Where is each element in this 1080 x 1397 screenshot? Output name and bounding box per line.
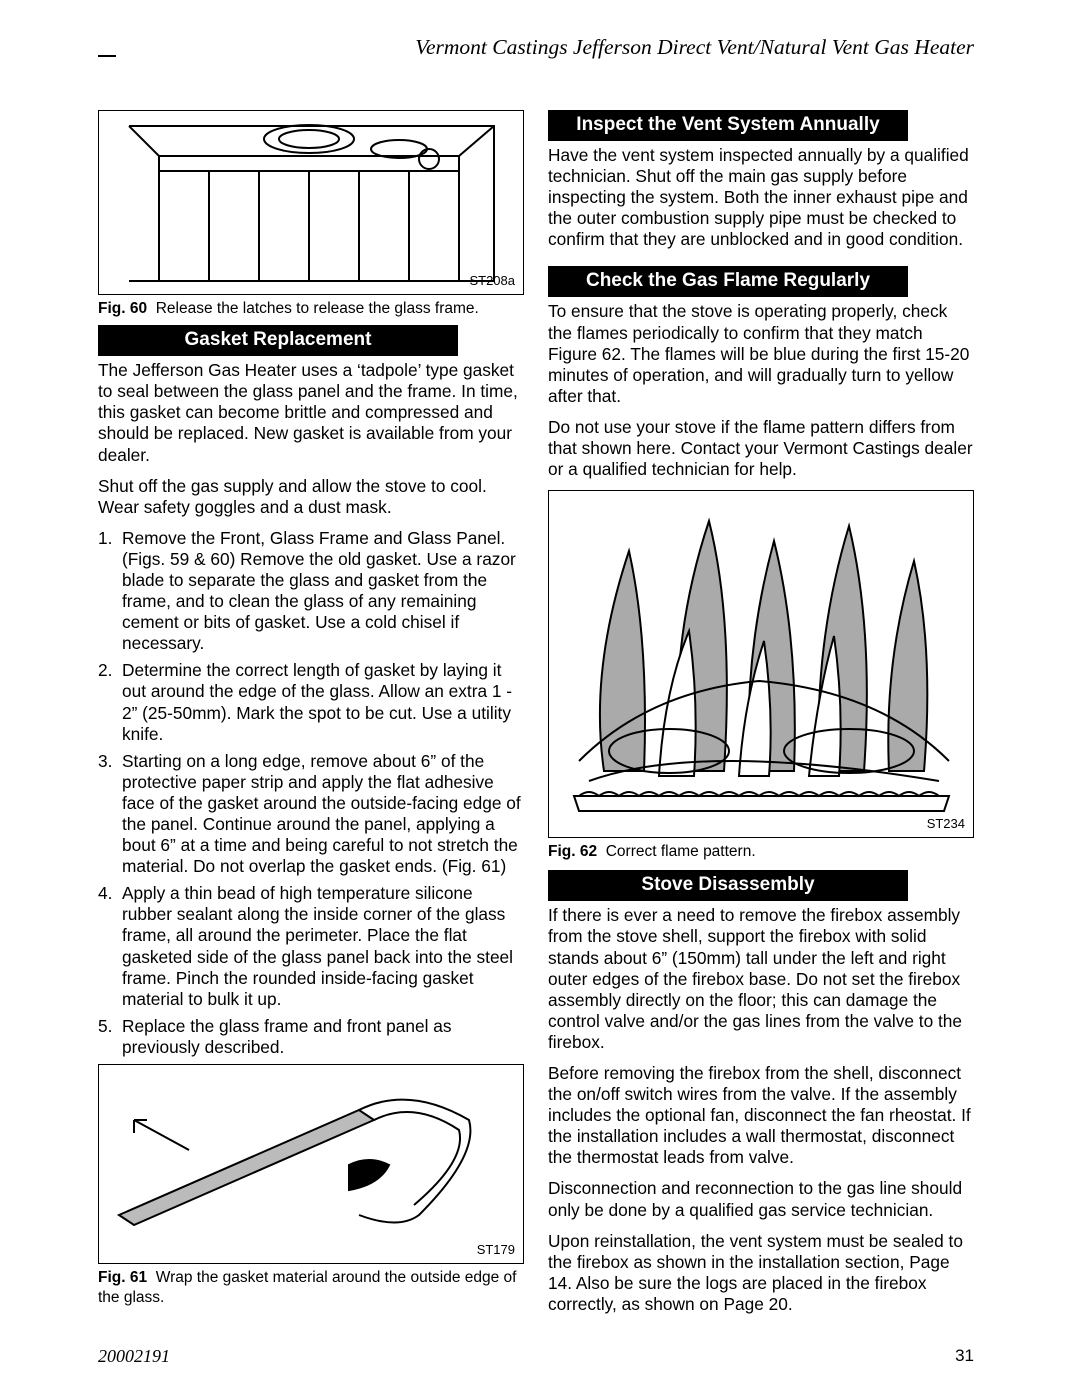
page: Vermont Castings Jefferson Direct Vent/N…: [98, 35, 974, 1315]
section-stove-disassembly: Stove Disassembly: [548, 870, 908, 901]
figure-61: ST179: [98, 1064, 524, 1264]
gasket-p2: Shut off the gas supply and allow the st…: [98, 476, 524, 518]
gasket-wrap-illustration: [99, 1065, 523, 1263]
figure-60-code: ST208a: [469, 273, 515, 288]
disassembly-p2: Before removing the firebox from the she…: [548, 1063, 974, 1168]
step-2: Determine the correct length of gasket b…: [98, 660, 524, 744]
figure-61-caption-bold: Fig. 61: [98, 1269, 147, 1286]
section-check-flame: Check the Gas Flame Regularly: [548, 266, 908, 297]
section-gasket-replacement: Gasket Replacement: [98, 325, 458, 356]
left-column: ST208a Fig. 60 Release the latches to re…: [98, 110, 524, 1315]
figure-61-caption: Fig. 61 Wrap the gasket material around …: [98, 1268, 524, 1308]
figure-62-caption: Fig. 62 Correct flame pattern.: [548, 842, 974, 862]
gasket-p1: The Jefferson Gas Heater uses a ‘tadpole…: [98, 360, 524, 465]
step-3: Starting on a long edge, remove about 6”…: [98, 751, 524, 878]
section-inspect-vent: Inspect the Vent System Annually: [548, 110, 908, 141]
columns: ST208a Fig. 60 Release the latches to re…: [98, 110, 974, 1315]
footer: 20002191 31: [98, 1346, 974, 1367]
step-5: Replace the glass frame and front panel …: [98, 1016, 524, 1058]
figure-60-caption-text: Release the latches to release the glass…: [156, 300, 479, 317]
inspect-p1: Have the vent system inspected annually …: [548, 145, 974, 250]
flame-p1: To ensure that the stove is operating pr…: [548, 301, 974, 406]
disassembly-p1: If there is ever a need to remove the fi…: [548, 905, 974, 1053]
step-1: Remove the Front, Glass Frame and Glass …: [98, 528, 524, 655]
figure-60-caption-bold: Fig. 60: [98, 300, 147, 317]
flame-p2: Do not use your stove if the flame patte…: [548, 417, 974, 480]
figure-61-code: ST179: [477, 1242, 515, 1257]
figure-62-caption-text: Correct flame pattern.: [606, 843, 756, 860]
figure-60: ST208a: [98, 110, 524, 295]
header-title: Vermont Castings Jefferson Direct Vent/N…: [116, 35, 974, 62]
gasket-steps: Remove the Front, Glass Frame and Glass …: [98, 528, 524, 1058]
figure-62-code: ST234: [927, 816, 965, 831]
figure-60-caption: Fig. 60 Release the latches to release t…: [98, 299, 524, 319]
header-rule: [98, 55, 116, 57]
latch-illustration: [99, 111, 523, 294]
figure-62-caption-bold: Fig. 62: [548, 843, 597, 860]
flame-pattern-illustration: [549, 491, 973, 837]
doc-number: 20002191: [98, 1346, 170, 1367]
step-4: Apply a thin bead of high temperature si…: [98, 883, 524, 1010]
right-column: Inspect the Vent System Annually Have th…: [548, 110, 974, 1315]
disassembly-p3: Disconnection and reconnection to the ga…: [548, 1178, 974, 1220]
figure-61-caption-text: Wrap the gasket material around the outs…: [98, 1269, 516, 1306]
disassembly-p4: Upon reinstallation, the vent system mus…: [548, 1231, 974, 1315]
page-number: 31: [955, 1346, 974, 1367]
figure-62: ST234: [548, 490, 974, 838]
header: Vermont Castings Jefferson Direct Vent/N…: [98, 35, 974, 62]
